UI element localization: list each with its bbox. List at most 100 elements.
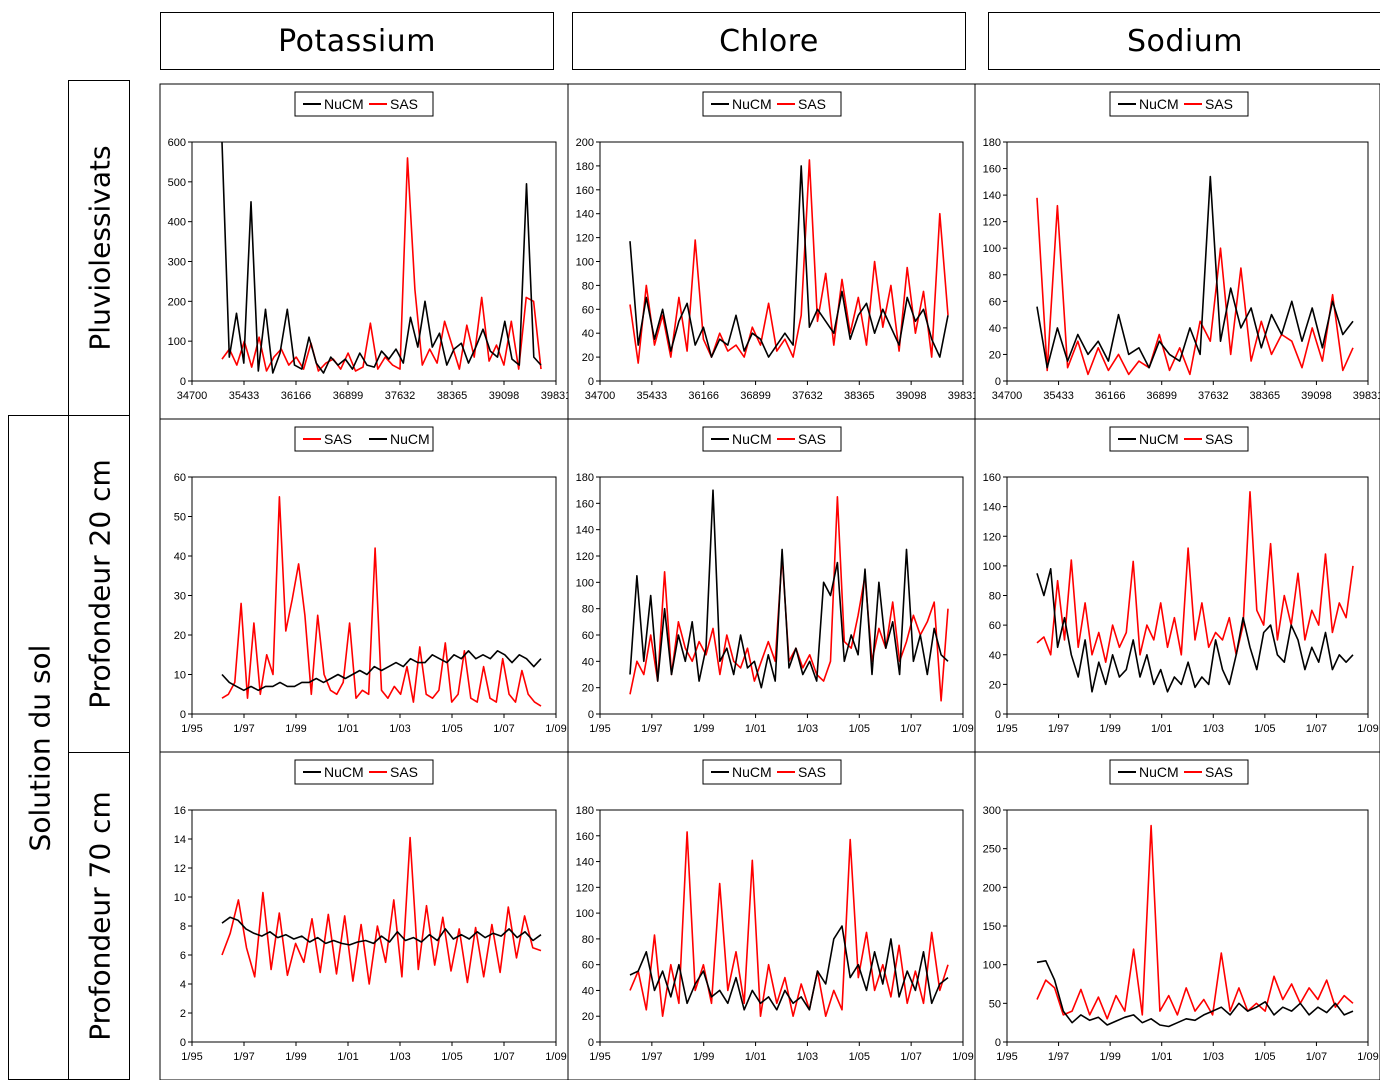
y-tick-label: 0 — [180, 376, 186, 388]
legend-label-nucm: NuCM — [732, 431, 772, 447]
x-tick-label: 1/07 — [493, 1051, 514, 1063]
x-tick-label: 1/05 — [441, 1051, 462, 1063]
chart-frame — [974, 751, 1380, 1080]
y-tick-label: 100 — [576, 257, 594, 269]
y-tick-label: 40 — [989, 323, 1001, 335]
x-tick-label: 39098 — [1301, 390, 1332, 402]
series-line-sas — [221, 836, 542, 985]
x-tick-label: 39098 — [489, 390, 520, 402]
legend-box — [1109, 759, 1249, 785]
y-tick-label: 150 — [983, 921, 1001, 933]
y-tick-label: 160 — [983, 164, 1001, 176]
series-line-nucm — [221, 916, 542, 946]
x-tick-label: 37632 — [792, 390, 823, 402]
x-tick-label: 38365 — [1250, 390, 1281, 402]
y-tick-label: 200 — [983, 882, 1001, 894]
legend-label-nucm: NuCM — [324, 96, 364, 112]
y-tick-label: 180 — [983, 137, 1001, 149]
x-tick-label: 36166 — [1095, 390, 1126, 402]
chart-frame — [974, 418, 1380, 753]
y-tick-label: 40 — [174, 551, 186, 563]
x-tick-label: 1/95 — [996, 1051, 1017, 1063]
x-tick-label: 1/09 — [952, 1051, 973, 1063]
legend-label-sas: SAS — [798, 764, 826, 780]
y-tick-label: 180 — [576, 472, 594, 484]
x-tick-label: 1/05 — [849, 1051, 870, 1063]
x-tick-label: 1/03 — [389, 723, 410, 735]
y-tick-label: 60 — [582, 960, 594, 972]
legend-label-nucm: NuCM — [1139, 764, 1179, 780]
x-tick-label: 1/03 — [389, 1051, 410, 1063]
series-line-nucm — [221, 649, 542, 692]
y-tick-label: 80 — [582, 934, 594, 946]
chart-cl-pluvio: 0 20 40 60 80 100 120 140 160 180 200 34700 35433 361… — [567, 83, 978, 420]
legend-label-sas: SAS — [1205, 431, 1233, 447]
y-tick-label: 0 — [588, 1037, 594, 1049]
x-tick-label: 1/99 — [1099, 723, 1120, 735]
x-tick-label: 1/03 — [1203, 723, 1224, 735]
x-tick-label: 1/07 — [1306, 723, 1327, 735]
y-tick-label: 300 — [983, 805, 1001, 817]
legend-label-sas: SAS — [324, 431, 352, 447]
legend-label-sas: SAS — [390, 96, 418, 112]
y-tick-label: 2 — [180, 1008, 186, 1020]
y-tick-label: 40 — [582, 328, 594, 340]
x-tick-label: 1/09 — [1357, 723, 1378, 735]
y-tick-label: 200 — [576, 137, 594, 149]
x-tick-label: 1/03 — [1203, 1051, 1224, 1063]
x-tick-label: 1/03 — [797, 1051, 818, 1063]
y-tick-label: 100 — [168, 336, 186, 348]
chart-frame — [974, 83, 1380, 420]
y-tick-label: 140 — [576, 857, 594, 869]
x-tick-label: 1/05 — [849, 723, 870, 735]
legend-label-sas: SAS — [798, 431, 826, 447]
x-tick-label: 36899 — [1146, 390, 1177, 402]
legend-label-nucm: NuCM — [1139, 96, 1179, 112]
legend-label-sas: SAS — [1205, 96, 1233, 112]
y-tick-label: 400 — [168, 217, 186, 229]
legend-label-nucm: NuCM — [1139, 431, 1179, 447]
x-tick-label: 36899 — [740, 390, 771, 402]
x-tick-label: 36899 — [333, 390, 364, 402]
y-tick-label: 120 — [983, 531, 1001, 543]
x-tick-label: 35433 — [637, 390, 668, 402]
y-tick-label: 140 — [983, 502, 1001, 514]
y-tick-label: 60 — [989, 296, 1001, 308]
plot-area — [599, 809, 964, 1043]
legend-label-nucm: NuCM — [732, 764, 772, 780]
y-tick-label: 60 — [582, 630, 594, 642]
y-tick-label: 20 — [989, 349, 1001, 361]
y-tick-label: 0 — [995, 1037, 1001, 1049]
chart-cl-20: 0 20 40 60 80 100 120 140 160 180 1/95 1/97 1/99 1/01… — [567, 418, 976, 753]
y-tick-label: 0 — [588, 376, 594, 388]
y-tick-label: 200 — [168, 296, 186, 308]
x-tick-label: 39831 — [541, 390, 572, 402]
y-tick-label: 80 — [582, 280, 594, 292]
series-line-nucm — [1036, 567, 1354, 693]
x-tick-label: 36166 — [281, 390, 312, 402]
x-tick-label: 1/01 — [337, 723, 358, 735]
y-tick-label: 30 — [174, 591, 186, 603]
x-tick-label: 38365 — [844, 390, 875, 402]
chart-k-20: 0 10 20 30 40 50 60 1/95 1/97 1/99 1/01 1/03 1/05 1/0… — [159, 418, 569, 753]
y-tick-label: 160 — [576, 185, 594, 197]
y-tick-label: 80 — [582, 604, 594, 616]
y-tick-label: 60 — [174, 472, 186, 484]
x-tick-label: 1/01 — [745, 1051, 766, 1063]
chart-k-pluvio: 0 100 200 300 400 500 600 34700 35433 36166 36899 3… — [159, 83, 572, 420]
column-header-potassium: Potassium — [160, 12, 554, 70]
x-tick-label: 1/09 — [952, 723, 973, 735]
legend-label-nucm: NuCM — [324, 764, 364, 780]
y-tick-label: 0 — [180, 1037, 186, 1049]
chart-frame — [159, 418, 569, 753]
x-tick-label: 1/01 — [337, 1051, 358, 1063]
series-line-nucm — [1036, 175, 1354, 369]
legend-label-nucm: NuCM — [732, 96, 772, 112]
y-tick-label: 600 — [168, 137, 186, 149]
x-tick-label: 1/97 — [641, 1051, 662, 1063]
x-tick-label: 1/97 — [233, 723, 254, 735]
y-tick-label: 180 — [576, 805, 594, 817]
chart-frame — [567, 83, 976, 420]
x-tick-label: 1/95 — [181, 1051, 202, 1063]
